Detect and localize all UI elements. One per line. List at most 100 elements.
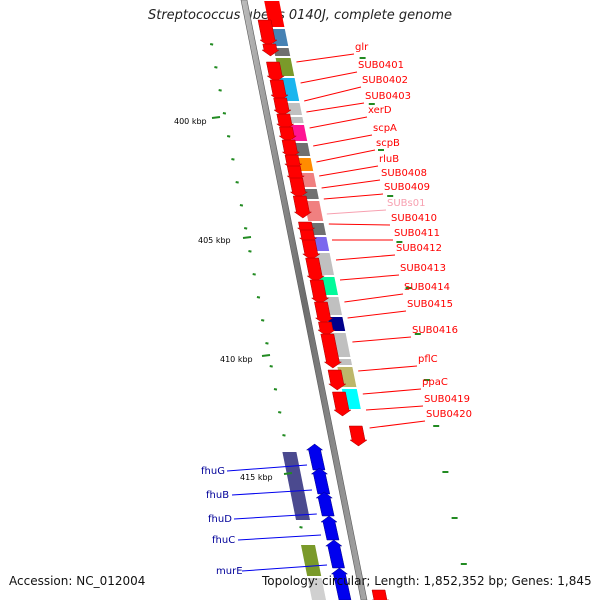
leader-line [226,464,308,472]
gene-label[interactable]: scpB [376,138,400,149]
tick-dash [214,66,218,69]
leader-line [352,336,412,343]
gene-arrow [292,195,313,219]
leader-line [231,489,313,496]
cog-block [301,545,322,576]
tick-dash [218,89,222,92]
tick-dash [222,112,227,115]
gene-arrow [330,567,352,600]
cog-block [335,359,352,365]
gene-arrow [320,333,343,369]
gene-label[interactable]: SUB0408 [381,168,427,179]
leader-line [321,179,381,189]
gene-arrow [278,126,297,143]
cog-block [284,103,302,115]
leader-line [309,116,368,129]
leader-line [241,564,328,572]
gene-labels: glr SUB0401 SUB0402 SUB0403 xerD scpA scpB rluB… [201,42,472,577]
gene-arrow [317,321,336,337]
tick-dash [235,181,239,184]
tick-dash [299,526,303,529]
gene-label[interactable]: SUB0414 [404,282,450,293]
accession-text: Accession: NC_012004 [9,574,146,588]
gene-label[interactable]: xerD [368,105,392,116]
gene-label[interactable]: fhuG [201,466,225,477]
kbp-tick-mark [261,354,271,357]
gene-arrow [309,279,330,305]
leader-line [323,193,384,200]
kbp-tick-label: 405 kbp [198,236,231,245]
gene-arrow [325,539,345,569]
gene-label[interactable]: SUB0401 [358,60,404,71]
gene-label[interactable]: fhuC [212,535,235,546]
leader-line [358,365,418,372]
gene-label[interactable]: ppaC [422,377,448,388]
gene-label[interactable]: pflC [418,354,438,365]
gene-label[interactable]: SUB0420 [426,409,472,420]
tick-dash [278,411,282,414]
gene-arrow [315,491,335,517]
genome-title: Streptococcus uberis 0140J, complete gen… [147,8,453,23]
gene-label[interactable]: murE [216,566,243,577]
gene-label[interactable]: glr [355,42,369,53]
leader-line [362,388,422,395]
leader-line [347,310,407,319]
kbp-ticks: 400 kbp 405 kbp 410 kbp 415 kbp [174,116,293,482]
leader-line [316,149,376,163]
gene-label[interactable]: SUB0416 [412,325,458,336]
gene-arrow [314,301,334,325]
gene-arrow [320,515,340,541]
gene-arrow [305,257,325,283]
kbp-tick-mark [283,472,293,475]
gene-arrow [273,97,292,117]
gene-label[interactable]: fhuD [208,514,232,525]
leader-line [365,405,424,411]
gene-label[interactable]: SUB0415 [407,299,453,310]
kbp-tick-mark [211,116,221,119]
leader-line [369,420,426,429]
gene-arrow [332,391,352,417]
gene-label[interactable]: SUB0410 [391,213,437,224]
kbp-tick-label: 400 kbp [174,117,207,126]
kbp-tick-label: 410 kbp [220,355,253,364]
gene-arrow [348,425,368,447]
leader-line [335,254,396,261]
leader-line [306,102,365,113]
label-leader-lines [226,53,426,572]
gene-arrows [257,19,390,600]
leader-line [296,53,355,63]
gene-label[interactable]: fhuB [206,490,229,501]
gene-arrow [310,467,331,495]
gene-label[interactable]: SUB0412 [396,243,442,254]
gene-label[interactable]: SUBs01 [387,198,425,209]
gene-label[interactable]: SUB0413 [400,263,446,274]
tick-dash [226,135,231,138]
gene-label[interactable]: SUB0419 [424,394,470,405]
gene-label[interactable]: SUB0409 [384,182,430,193]
genome-summary: Topology: circular; Length: 1,852,352 bp… [262,574,592,588]
leader-line [233,513,317,520]
gene-arrow [289,177,309,199]
leader-line [313,134,373,147]
gene-arrow [266,61,285,83]
tick-dash [256,296,261,299]
tick-dash [209,43,214,46]
gene-label[interactable]: SUB0402 [362,75,408,86]
gene-arrow [301,239,321,261]
leader-line [237,534,322,541]
cog-block [307,578,326,600]
tick-dash [248,250,252,253]
cog-block [282,452,310,520]
cog-block [304,201,324,221]
gene-label[interactable]: SUB0403 [365,91,411,102]
tick-dash [282,434,286,437]
gene-label[interactable]: SUB0411 [394,228,440,239]
leader-line [339,274,400,281]
tick-dash [265,342,269,345]
tick-dash [243,227,248,230]
gene-label[interactable]: scpA [373,123,397,134]
genome-backbone [240,0,368,600]
gene-arrow [261,43,280,57]
tick-dash [239,204,244,207]
gene-label[interactable]: rluB [379,154,399,165]
